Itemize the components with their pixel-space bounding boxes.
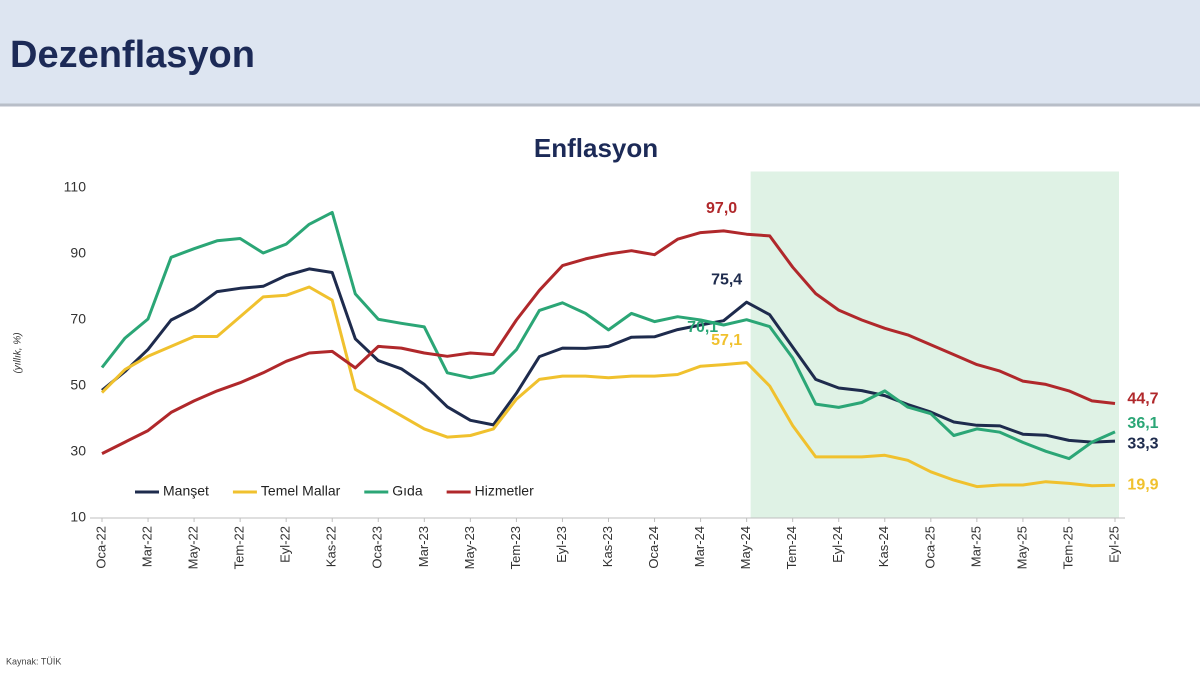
x-tick-label: Eyl-25 (1106, 526, 1121, 563)
chart-title: Enflasyon (534, 133, 658, 163)
y-axis-label: (yıllık, %) (13, 332, 24, 373)
x-tick-label: Mar-24 (692, 526, 707, 567)
series-line (100, 285, 1116, 489)
data-label: 70,1 (687, 319, 718, 336)
series-line (101, 229, 1116, 455)
legend-label: Gıda (392, 483, 423, 499)
y-tick-label: 70 (70, 311, 86, 327)
y-tick-label: 90 (70, 245, 86, 261)
legend-label: Temel Mallar (261, 483, 341, 499)
data-label: 75,4 (711, 271, 742, 288)
x-tick-label: Oca-22 (93, 526, 108, 569)
x-tick-label: Oca-24 (646, 526, 661, 569)
source: Kaynak: TÜİK (6, 656, 61, 666)
x-tick-label: Kas-22 (324, 526, 339, 567)
x-tick-label: Eyl-22 (278, 526, 293, 563)
y-tick-label: 50 (70, 377, 86, 393)
plot: 10 30 50 70 90 110 Oca-22 Mar-22 May-22 Tem-22 Eyl… (64, 171, 1159, 569)
x-tick-label: May-23 (462, 526, 477, 569)
x-tick-label: Kas-24 (876, 526, 891, 567)
legend-label: Hizmetler (475, 483, 534, 499)
x-tick-label: Mar-22 (139, 526, 154, 567)
x-tick-label: May-25 (1014, 526, 1029, 569)
x-tick-label: May-22 (186, 526, 201, 569)
data-label: 57,1 (711, 332, 742, 349)
x-tick-label: Oca-23 (370, 526, 385, 569)
slide-title: Dezenflasyon (10, 34, 255, 76)
header-band (0, 0, 1200, 105)
x-tick-label: Mar-25 (968, 526, 983, 567)
x-tick-label: Tem-24 (784, 526, 799, 569)
y-tick-label: 30 (70, 443, 86, 459)
x-tick-label: May-24 (738, 526, 753, 569)
data-label: 19,9 (1127, 477, 1158, 494)
shaded-period (750, 171, 1119, 518)
x-tick-label: Kas-23 (600, 526, 615, 567)
series-line (100, 210, 1116, 461)
x-tick-label: Tem-23 (508, 526, 523, 569)
data-label: 33,3 (1127, 435, 1158, 452)
x-tick-label: Mar-23 (416, 526, 431, 567)
y-tick-label: 10 (70, 509, 86, 525)
x-tick-label: Eyl-24 (830, 526, 845, 563)
data-label: 44,7 (1127, 391, 1158, 408)
x-tick-label: Oca-25 (922, 526, 937, 569)
series-line (101, 267, 1116, 444)
legend-label: Manşet (163, 483, 209, 499)
data-label: 97,0 (706, 200, 737, 217)
x-tick-label: Tem-25 (1060, 526, 1075, 569)
x-tick-label: Tem-22 (232, 526, 247, 569)
y-tick-label: 110 (64, 179, 87, 195)
x-tick-label: Eyl-23 (554, 526, 569, 563)
data-label: 36,1 (1127, 415, 1158, 432)
